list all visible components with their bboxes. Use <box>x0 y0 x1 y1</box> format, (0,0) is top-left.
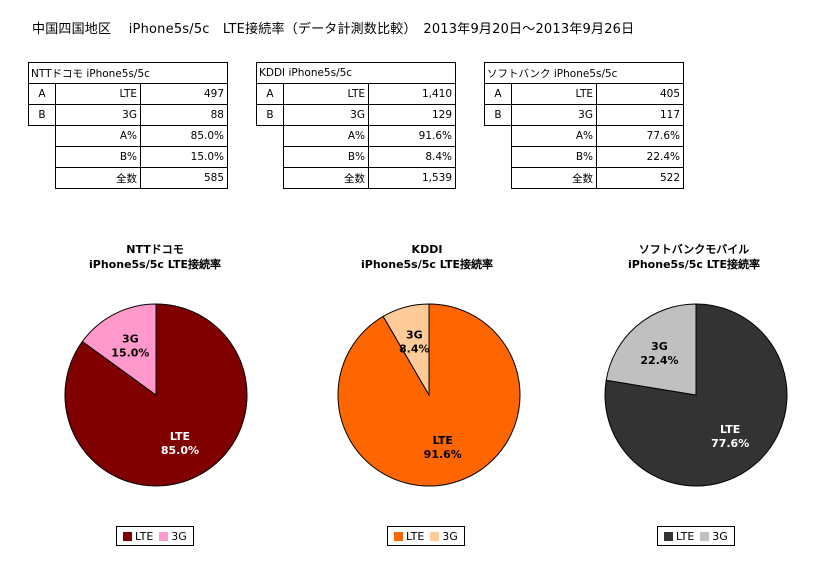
table-cell: 3G <box>55 104 141 126</box>
pie-data-label: 3G 15.0% <box>111 333 149 360</box>
legend-swatch <box>159 531 169 541</box>
table-cell: B <box>484 104 512 126</box>
table-cell: 22.4% <box>596 146 684 168</box>
table-cell: A <box>484 83 512 105</box>
table-docomo: NTTドコモ iPhone5s/5c A LTE 497 B 3G 88 A% 85.0%… <box>28 62 228 189</box>
pie-label-value: 91.6% <box>424 448 462 461</box>
table-cell: 91.6% <box>368 125 456 147</box>
table-cell: A <box>28 83 56 105</box>
table-cell: B <box>28 104 56 126</box>
legend-label: 3G <box>712 529 728 543</box>
pie-label-value: 77.6% <box>711 437 749 450</box>
page-title: 中国四国地区 iPhone5s/5c LTE接続率（データ計測数比較） 2013… <box>32 22 635 37</box>
table-cell: 1,539 <box>368 167 456 189</box>
table-cell: 585 <box>140 167 228 189</box>
legend-label: 3G <box>442 529 458 543</box>
table-cell: 3G <box>283 104 369 126</box>
chart-legend: LTE 3G <box>387 526 465 546</box>
table-cell: B <box>256 104 284 126</box>
table-cell: A% <box>511 125 597 147</box>
pie-label-value: 85.0% <box>161 444 199 457</box>
table-cell: LTE <box>55 83 141 105</box>
legend-swatch <box>123 531 132 541</box>
table-cell: LTE <box>283 83 369 105</box>
table-softbank: ソフトバンク iPhone5s/5c A LTE 405 B 3G 117 A% 77.6… <box>484 62 684 189</box>
chart-title: KDDI iPhone5s/5c LTE接続率 <box>327 242 527 272</box>
pie-slice-3g <box>382 303 430 397</box>
pie-chart-docomo: LTE 85.0% 3G 15.0% <box>64 303 248 487</box>
table-cell: 522 <box>596 167 684 189</box>
table-cell: LTE <box>511 83 597 105</box>
legend-label: LTE <box>406 529 425 543</box>
legend-item: 3G <box>700 530 728 543</box>
legend-swatch <box>430 531 440 541</box>
pie-data-label: 3G 22.4% <box>640 340 678 367</box>
chart-title-main: KDDI <box>411 243 443 256</box>
table-cell: 405 <box>596 83 684 105</box>
pie-label-value: 15.0% <box>111 347 149 360</box>
legend-item: LTE <box>123 530 153 543</box>
pie-label-category: 3G <box>122 333 139 346</box>
chart-legend: LTE 3G <box>116 526 194 546</box>
table-cell: A% <box>283 125 369 147</box>
table-cell: 全数 <box>283 167 369 189</box>
table-header: KDDI iPhone5s/5c <box>256 62 456 84</box>
table-cell: 85.0% <box>140 125 228 147</box>
table-cell: A <box>256 83 284 105</box>
pie-chart-kddi: LTE 91.6% 3G 8.4% <box>337 303 521 487</box>
legend-label: 3G <box>171 529 187 543</box>
pie-label-category: 3G <box>406 329 423 342</box>
legend-item: 3G <box>159 530 187 543</box>
legend-label: LTE <box>135 529 154 543</box>
pie-label-category: LTE <box>433 434 453 447</box>
table-cell: 全数 <box>511 167 597 189</box>
pie-label-value: 8.4% <box>399 343 430 356</box>
table-cell: 8.4% <box>368 146 456 168</box>
legend-item: LTE <box>664 530 694 543</box>
table-cell: 77.6% <box>596 125 684 147</box>
legend-item: 3G <box>430 530 458 543</box>
chart-legend: LTE 3G <box>657 526 735 546</box>
pie-data-label: LTE 77.6% <box>711 423 749 450</box>
pie-label-category: LTE <box>720 423 740 436</box>
table-kddi: KDDI iPhone5s/5c A LTE 1,410 B 3G 129 A% 91.6… <box>256 62 456 189</box>
table-header: ソフトバンク iPhone5s/5c <box>484 62 684 84</box>
pie-slice-3g <box>605 303 697 396</box>
chart-title: ソフトバンクモバイル iPhone5s/5c LTE接続率 <box>594 242 794 272</box>
table-cell: B% <box>283 146 369 168</box>
pie-data-label: LTE 91.6% <box>424 434 462 461</box>
chart-subtitle: iPhone5s/5c LTE接続率 <box>89 258 221 271</box>
pie-chart-softbank: LTE 77.6% 3G 22.4% <box>604 303 788 487</box>
pie-label-category: LTE <box>170 430 190 443</box>
table-cell: 88 <box>140 104 228 126</box>
table-cell: B% <box>55 146 141 168</box>
table-cell: B% <box>511 146 597 168</box>
pie-data-label: LTE 85.0% <box>161 430 199 457</box>
table-cell: 3G <box>511 104 597 126</box>
pie-label-value: 22.4% <box>640 354 678 367</box>
chart-subtitle: iPhone5s/5c LTE接続率 <box>628 258 760 271</box>
legend-swatch <box>664 531 673 541</box>
chart-title-main: ソフトバンクモバイル <box>638 243 750 256</box>
table-cell: 497 <box>140 83 228 105</box>
pie-label-category: 3G <box>651 340 668 353</box>
table-cell: 全数 <box>55 167 141 189</box>
table-cell: 1,410 <box>368 83 456 105</box>
table-cell: A% <box>55 125 141 147</box>
pie-data-label: 3G 8.4% <box>399 329 430 356</box>
chart-title-main: NTTドコモ <box>126 243 184 256</box>
legend-label: LTE <box>676 529 695 543</box>
legend-swatch <box>394 531 403 541</box>
legend-swatch <box>700 531 710 541</box>
chart-title: NTTドコモ iPhone5s/5c LTE接続率 <box>55 242 255 272</box>
legend-item: LTE <box>394 530 424 543</box>
chart-subtitle: iPhone5s/5c LTE接続率 <box>361 258 493 271</box>
table-cell: 117 <box>596 104 684 126</box>
pie-slice-3g <box>81 303 157 396</box>
table-header: NTTドコモ iPhone5s/5c <box>28 62 228 84</box>
table-cell: 129 <box>368 104 456 126</box>
table-cell: 15.0% <box>140 146 228 168</box>
